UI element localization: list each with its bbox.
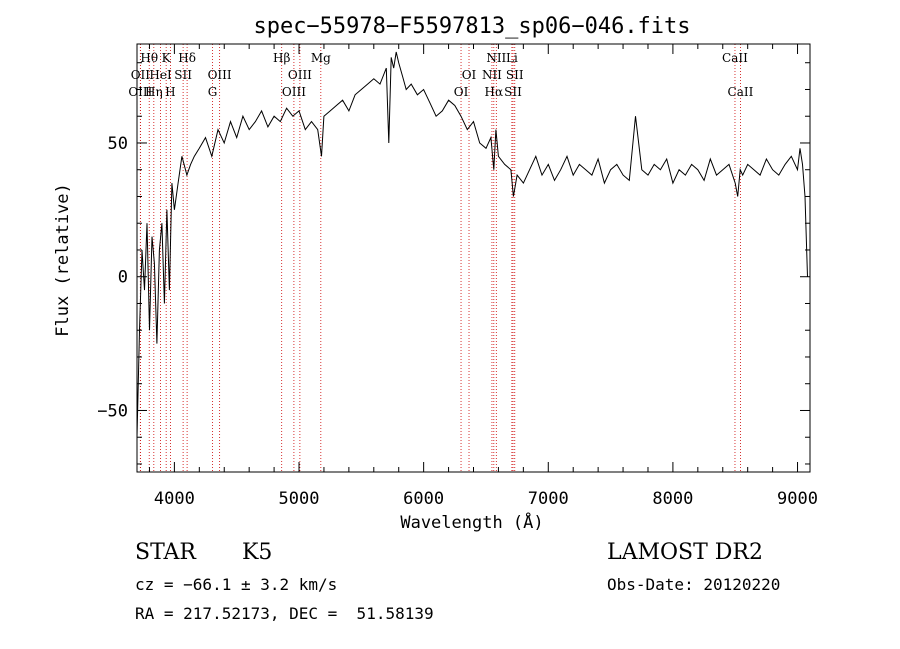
x-tick-label-4000: 4000 xyxy=(154,489,195,509)
marker-label-16: OI xyxy=(454,85,469,99)
chart-title: spec−55978−F5597813_sp06−046.fits xyxy=(253,14,690,39)
plot-frame xyxy=(136,43,811,473)
marker-label-22: SII xyxy=(504,85,522,99)
y-tick-label-0: 0 xyxy=(118,268,128,288)
marker-label-0: Hθ xyxy=(140,51,158,65)
object-subclass: K5 xyxy=(242,540,273,565)
x-axis: 4000 5000 6000 7000 8000 9000 xyxy=(148,44,818,509)
x-tick-label-9000: 9000 xyxy=(777,489,818,509)
x-tick-label-6000: 6000 xyxy=(403,489,444,509)
marker-label-18: Li xyxy=(506,51,518,65)
marker-label-1: OII xyxy=(131,68,151,82)
x-tick-label-5000: 5000 xyxy=(279,489,320,509)
x-axis-label: Wavelength (Å) xyxy=(400,511,543,533)
marker-label-5: Hη xyxy=(145,85,163,99)
emission-line-markers xyxy=(139,44,741,472)
marker-label-17: NII xyxy=(486,51,506,65)
marker-label-14: Mg xyxy=(311,51,331,65)
coordinates-text: RA = 217.52173, DEC = 51.58139 xyxy=(135,604,434,623)
marker-label-15: OI xyxy=(462,68,477,82)
marker-label-13: OIII xyxy=(282,85,306,99)
marker-label-3: K xyxy=(162,51,172,65)
marker-label-8: Hδ xyxy=(178,51,196,65)
redshift-text: cz = −66.1 ± 3.2 km/s xyxy=(135,575,338,594)
marker-label-12: OIII xyxy=(288,68,312,82)
x-tick-label-8000: 8000 xyxy=(652,489,693,509)
y-axis-label: Flux (relative) xyxy=(53,183,73,337)
obs-date-text: Obs-Date: 20120220 xyxy=(607,575,781,594)
y-axis: −50 0 50 xyxy=(97,62,810,465)
marker-label-10: G xyxy=(208,85,218,99)
marker-label-20: SII xyxy=(506,68,524,82)
marker-label-7: SII xyxy=(174,68,192,82)
marker-label-4: HeI xyxy=(149,68,172,82)
marker-label-6: H xyxy=(165,85,175,99)
spectrum-line xyxy=(136,51,808,438)
marker-label-23: CaII xyxy=(722,51,748,65)
marker-label-24: CaII xyxy=(728,85,754,99)
y-tick-label-50: 50 xyxy=(108,134,128,154)
marker-label-11: Hβ xyxy=(273,51,290,65)
x-tick-label-7000: 7000 xyxy=(528,489,569,509)
marker-label-2: OIII xyxy=(128,85,152,99)
object-class: STAR xyxy=(135,540,196,565)
marker-label-21: Hα xyxy=(485,85,504,99)
emission-line-labels: Hθ OII OIII K HeI Hη H SII Hδ OIII G Hβ OIII OIII Mg OI… xyxy=(128,51,753,99)
y-tick-label--50: −50 xyxy=(97,401,128,421)
survey-name: LAMOST DR2 xyxy=(607,540,763,565)
marker-label-9: OIII xyxy=(208,68,232,82)
marker-label-19: NII xyxy=(482,68,502,82)
